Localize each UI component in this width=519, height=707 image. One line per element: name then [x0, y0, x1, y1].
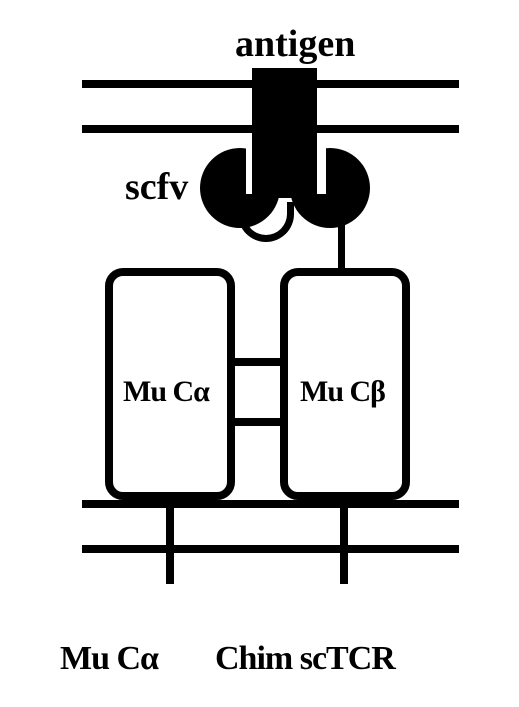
diagram-container: antigen scfv Mu Cα Mu Cβ Mu Cα Chim scTC… [0, 0, 519, 707]
domain-connector-2 [230, 418, 285, 426]
scfv-linker-loop [238, 202, 294, 242]
antigen-overlay [252, 148, 317, 198]
antigen-label: antigen [235, 22, 355, 66]
bottom-membrane-line-2 [82, 545, 459, 553]
mu-calpha-label: Mu Cα [123, 375, 209, 409]
transmembrane-left [166, 496, 174, 584]
bottom-label-right: Chim scTCR [215, 640, 395, 678]
connector-scfv-to-right-domain [338, 220, 345, 270]
transmembrane-right [340, 496, 348, 584]
domain-connector-1 [230, 358, 285, 366]
bottom-membrane-line-1 [82, 500, 459, 508]
scfv-label: scfv [125, 165, 188, 209]
mu-cbeta-label: Mu Cβ [300, 375, 385, 409]
bottom-label-left: Mu Cα [60, 640, 158, 678]
